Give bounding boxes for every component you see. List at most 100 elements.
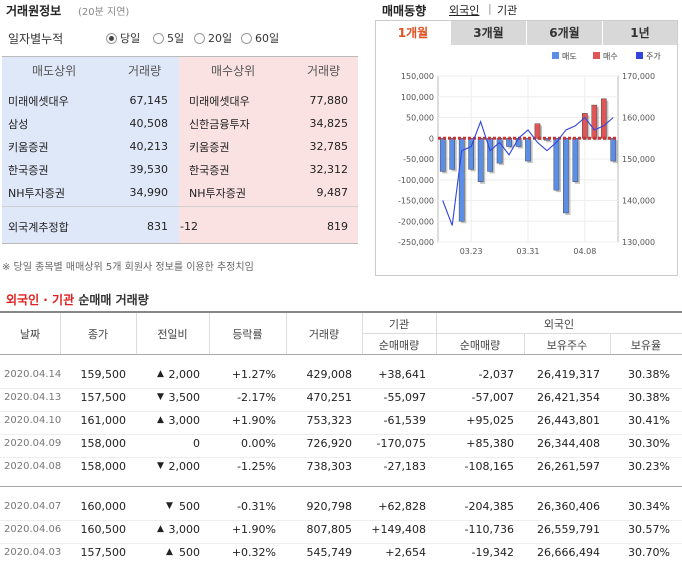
row-foreign-net: -19,342 (471, 546, 514, 559)
y-right-tick-label: 160,000 (622, 114, 655, 123)
sell-trader-volume: 40,508 (129, 117, 169, 130)
up-triangle-icon: ▲ (157, 415, 164, 425)
sell-trader-name[interactable]: 삼성 (8, 118, 29, 131)
row-foreign-hold: 26,421,354 (537, 391, 600, 404)
col-inst-net: 순매매량 (378, 339, 420, 352)
foreign-sum-sell: 831 (147, 220, 168, 233)
radio-icon (153, 32, 164, 44)
row-foreign-ratio: 30.23% (628, 460, 670, 473)
y-right-tick-label: 150,000 (622, 155, 655, 164)
y-left-tick-label: 150,000 (401, 72, 434, 81)
chart-bar (563, 138, 569, 214)
sell-top-header: 매도상위 (32, 64, 77, 78)
x-tick-label: 03.31 (517, 247, 540, 256)
legend-label: 매도 (562, 52, 577, 61)
row-rate: -0.31% (237, 500, 276, 513)
radio-icon (106, 32, 117, 44)
buy-trader-name[interactable]: 신한금융투자 (189, 118, 250, 131)
row-foreign-hold: 26,559,791 (537, 523, 600, 536)
legend-swatch (593, 52, 600, 59)
trend-chart: 150,000 100,000 50,000 0 -50,000 -100,000 -150… (398, 52, 661, 256)
buy-trader-volume: 77,880 (309, 94, 349, 107)
y-left-tick-label: -250,000 (398, 238, 434, 247)
tab-foreign[interactable]: 외국인 (449, 4, 480, 17)
col-rate: 등락률 (232, 328, 263, 341)
row-change: 500 (179, 500, 200, 513)
row-foreign-hold: 26,419,317 (537, 368, 600, 381)
radio-5day[interactable]: 5일 (153, 30, 184, 46)
row-inst-net: -61,539 (383, 414, 426, 427)
y-left-tick-label: -100,000 (398, 176, 434, 185)
sell-trader-name[interactable]: 키움증권 (8, 141, 49, 154)
chart-bar (439, 138, 446, 172)
row-volume: 738,303 (306, 460, 353, 473)
net-trade-title: 외국인 · 기관 순매매 거래량 (6, 291, 149, 308)
row-rate: +0.32% (231, 546, 276, 559)
sell-panel-bg (2, 57, 179, 243)
row-volume: 920,798 (306, 500, 353, 513)
row-rate: -1.25% (237, 460, 276, 473)
y-right-tick-label: 170,000 (622, 72, 655, 81)
buy-trader-name[interactable]: 한국증권 (189, 164, 230, 177)
radio-label: 당일 (120, 32, 141, 45)
row-date: 2020.04.14 (4, 369, 62, 380)
radio-60day[interactable]: 60일 (241, 30, 279, 46)
sell-trader-name[interactable]: NH투자증권 (8, 187, 65, 200)
row-volume: 753,323 (306, 414, 353, 427)
radio-20day[interactable]: 20일 (194, 30, 232, 46)
row-foreign-net: -108,165 (464, 460, 514, 473)
row-inst-net: -170,075 (376, 437, 426, 450)
row-date: 2020.04.13 (4, 392, 62, 403)
tab-institution[interactable]: 기관 (497, 4, 518, 17)
radio-label: 5일 (167, 32, 185, 45)
radio-label: 60일 (255, 32, 280, 45)
chart-bar (449, 138, 456, 170)
down-triangle-icon: ▼ (157, 392, 164, 402)
buy-trader-name[interactable]: NH투자증권 (189, 187, 246, 200)
row-inst-net: +38,641 (378, 368, 426, 381)
down-triangle-icon: ▼ (157, 461, 164, 471)
radio-label: 20일 (208, 32, 233, 45)
sell-trader-volume: 34,990 (129, 186, 169, 199)
up-triangle-icon: ▲ (166, 547, 173, 557)
y-left-tick-label: 0 (429, 134, 434, 143)
row-date: 2020.04.03 (4, 547, 62, 558)
trader-info-title: 거래원정보 (6, 4, 62, 18)
trader-table (2, 56, 358, 244)
col-institution: 기관 (388, 318, 410, 331)
row-foreign-ratio: 30.70% (628, 546, 670, 559)
row-close: 160,000 (80, 500, 127, 513)
row-change: 500 (179, 546, 200, 559)
tab-1month[interactable]: 1개월 (376, 21, 450, 45)
buy-trader-volume: 34,825 (309, 117, 349, 130)
tab-1year[interactable]: 1년 (602, 21, 677, 45)
row-close: 158,000 (80, 437, 127, 450)
legend-label: 주가 (646, 52, 661, 61)
foreign-sum-buy: 819 (327, 220, 348, 233)
row-volume: 429,008 (306, 368, 353, 381)
chart-bar (534, 123, 541, 139)
row-rate: +1.90% (231, 523, 276, 536)
col-foreign-ratio: 보유율 (630, 339, 662, 352)
sell-trader-name[interactable]: 한국증권 (8, 164, 49, 177)
col-close: 종가 (87, 328, 109, 341)
buy-trader-name[interactable]: 키움증권 (189, 141, 230, 154)
row-foreign-hold: 26,360,406 (537, 500, 600, 513)
bar-shadow (546, 140, 552, 143)
radio-today[interactable]: 당일 (106, 30, 140, 46)
row-foreign-ratio: 30.38% (628, 391, 670, 404)
daily-accum-label: 일자별누적 (8, 32, 64, 46)
buy-trader-name[interactable]: 미래에셋대우 (189, 95, 250, 108)
tab-3month[interactable]: 3개월 (450, 21, 526, 45)
row-foreign-hold: 26,666,494 (537, 546, 600, 559)
row-foreign-hold: 26,443,801 (537, 414, 600, 427)
col-change: 전일비 (157, 328, 188, 341)
row-rate: +1.90% (231, 414, 276, 427)
tab-6month[interactable]: 6개월 (526, 21, 602, 45)
row-foreign-net: -204,385 (464, 500, 514, 513)
header-sub-divider (362, 333, 682, 334)
sell-trader-name[interactable]: 미래에셋대우 (8, 95, 69, 108)
row-change: 3,500 (168, 391, 201, 404)
row-inst-net: +149,408 (371, 523, 426, 536)
col-volume: 거래량 (308, 328, 340, 341)
